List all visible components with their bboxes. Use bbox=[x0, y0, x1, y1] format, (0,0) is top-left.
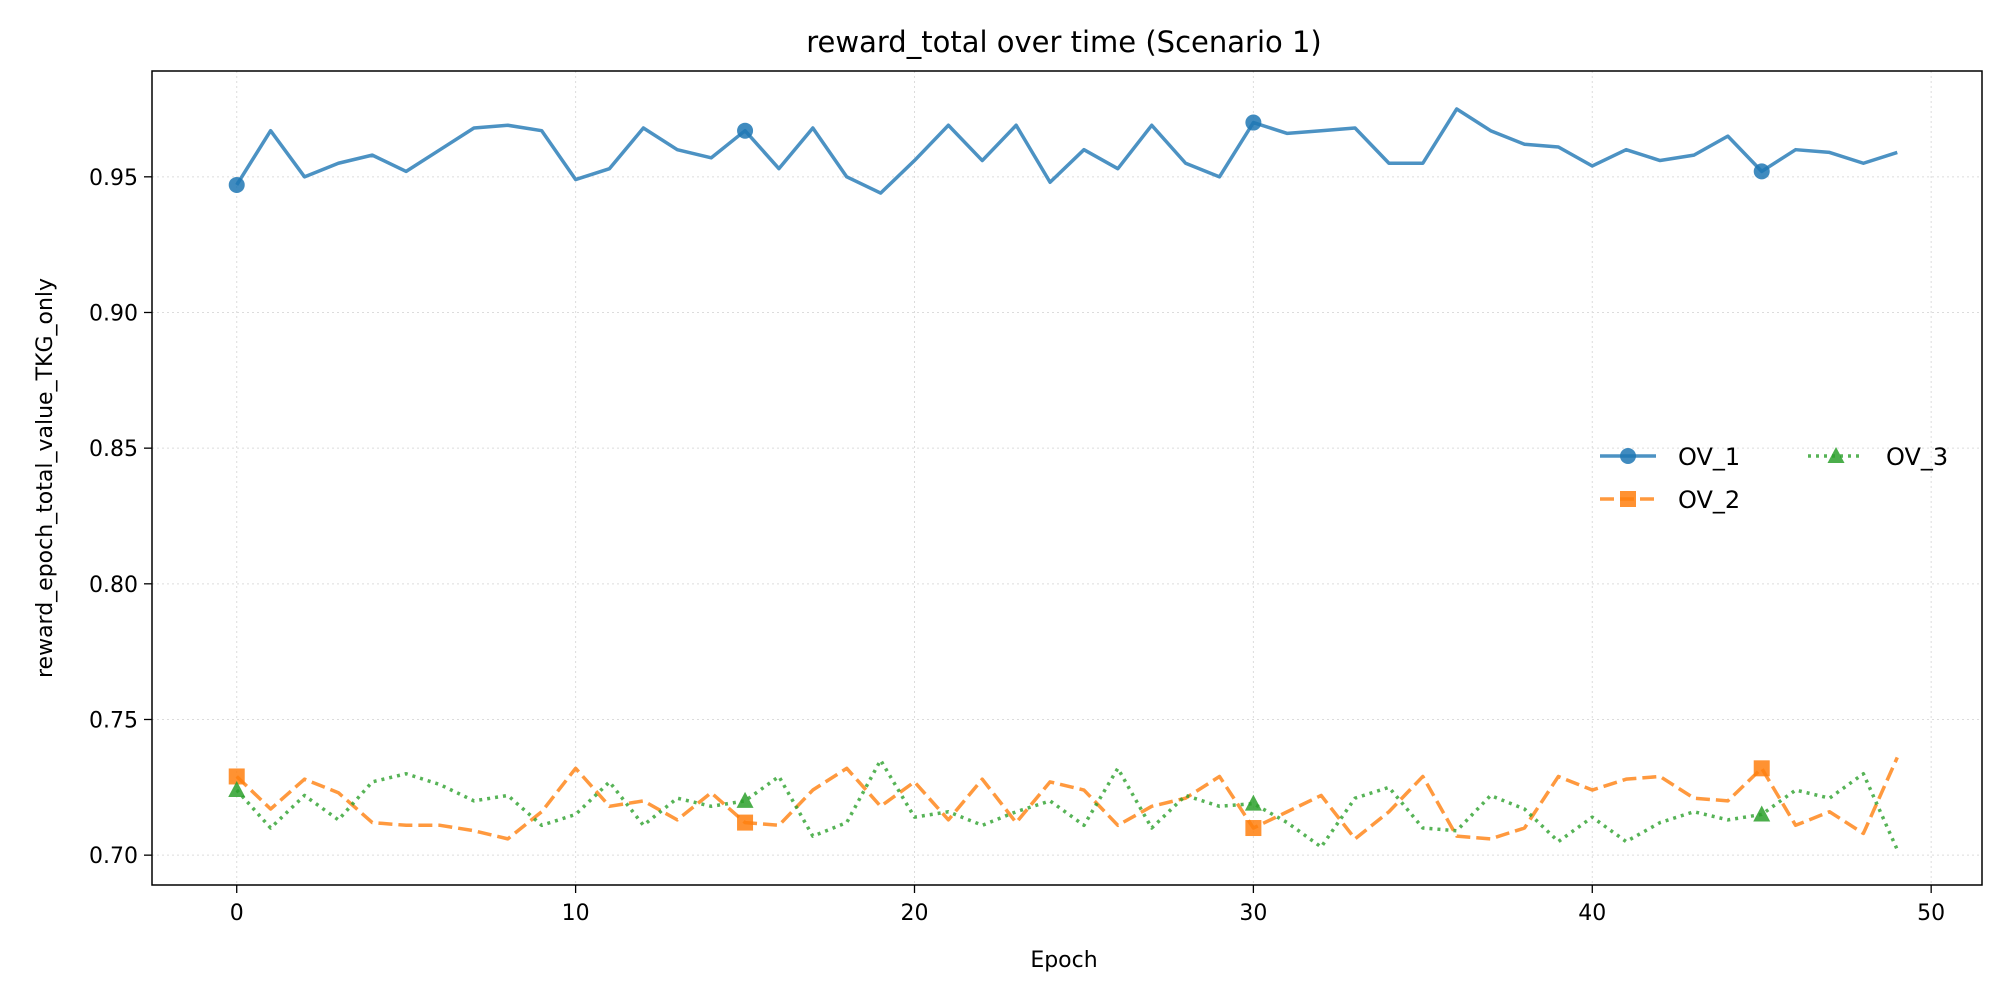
data-point bbox=[1244, 794, 1262, 811]
series-line bbox=[235, 758, 1899, 851]
series-line bbox=[235, 756, 1899, 841]
data-point bbox=[1753, 163, 1770, 180]
x-axis: 0 10 20 30 40 50 bbox=[230, 885, 1945, 926]
series-OV_1 bbox=[228, 107, 1898, 195]
data-point bbox=[737, 122, 754, 139]
y-tick-label: 0.85 bbox=[89, 437, 138, 462]
legend-label: OV_2 bbox=[1678, 486, 1740, 514]
legend-label: OV_1 bbox=[1678, 443, 1740, 471]
legend: OV_1 OV_2 OV_3 bbox=[1600, 443, 1948, 514]
legend-marker bbox=[1827, 447, 1845, 463]
data-point bbox=[228, 176, 245, 193]
series-layer bbox=[228, 107, 1899, 851]
x-axis-label: Epoch bbox=[1030, 948, 1097, 973]
data-point bbox=[737, 814, 754, 831]
data-point bbox=[1753, 805, 1771, 822]
x-tick-label: 30 bbox=[1239, 901, 1267, 926]
y-tick-label: 0.95 bbox=[89, 166, 138, 191]
legend-item: OV_2 bbox=[1600, 486, 1740, 514]
series-line bbox=[235, 107, 1898, 195]
y-tick-label: 0.75 bbox=[89, 708, 138, 733]
data-point bbox=[1245, 820, 1262, 837]
series-OV_2 bbox=[228, 756, 1899, 841]
x-tick-label: 20 bbox=[901, 901, 929, 926]
series-OV_3 bbox=[228, 758, 1899, 851]
x-tick-label: 0 bbox=[230, 901, 244, 926]
data-point bbox=[1753, 760, 1770, 777]
data-point bbox=[736, 791, 754, 808]
y-tick-label: 0.90 bbox=[89, 301, 138, 326]
data-point bbox=[228, 768, 245, 785]
grid bbox=[152, 71, 1982, 885]
y-tick-label: 0.80 bbox=[89, 573, 138, 598]
y-axis: 0.70 0.75 0.80 0.85 0.90 0.95 bbox=[89, 166, 152, 869]
data-point bbox=[1245, 114, 1262, 131]
legend-item: OV_3 bbox=[1808, 443, 1948, 471]
y-tick-label: 0.70 bbox=[89, 844, 138, 869]
data-point bbox=[228, 781, 246, 798]
chart-title: reward_total over time (Scenario 1) bbox=[806, 25, 1321, 59]
y-axis-label: reward_epoch_total_value_TKG_only bbox=[33, 278, 58, 678]
plot-frame bbox=[151, 70, 1983, 886]
legend-item: OV_1 bbox=[1600, 443, 1740, 471]
x-tick-label: 10 bbox=[562, 901, 590, 926]
legend-marker bbox=[1620, 491, 1636, 507]
legend-marker bbox=[1620, 448, 1636, 464]
x-tick-label: 50 bbox=[1917, 901, 1945, 926]
x-tick-label: 40 bbox=[1578, 901, 1606, 926]
legend-label: OV_3 bbox=[1886, 443, 1948, 471]
